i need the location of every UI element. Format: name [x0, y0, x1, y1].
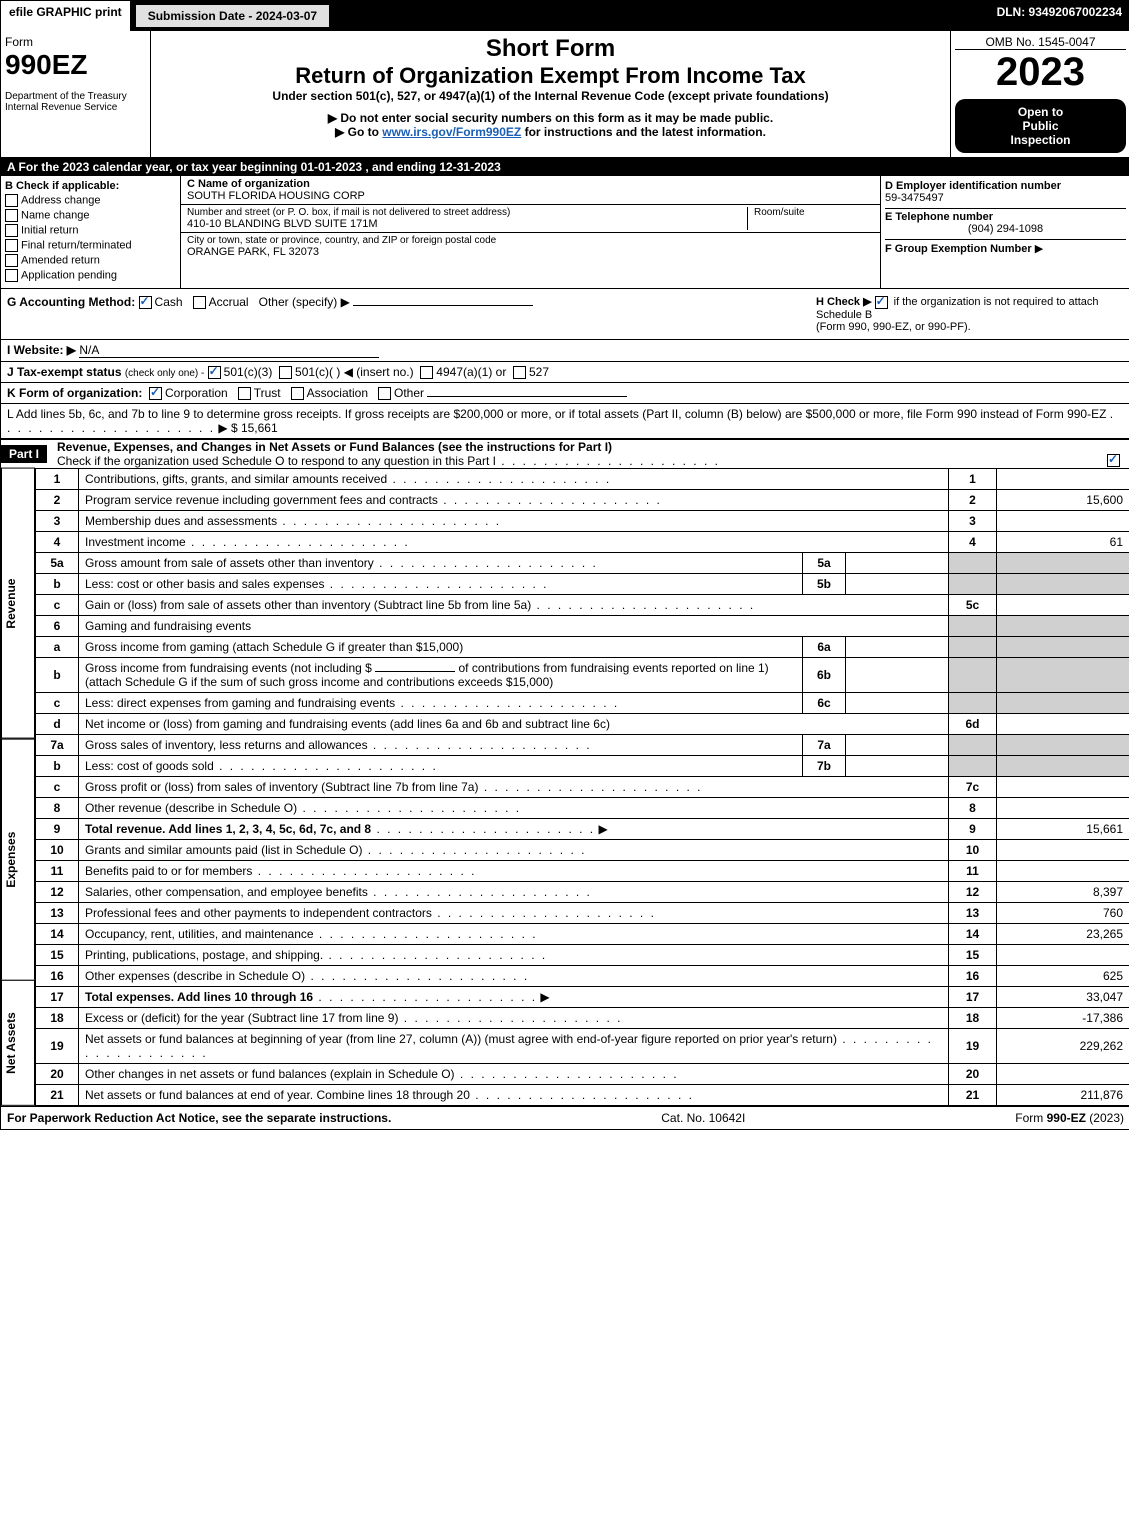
check-address-change[interactable]: Address change [5, 194, 176, 207]
header-center: Short Form Return of Organization Exempt… [151, 31, 950, 157]
subtitle: Under section 501(c), 527, or 4947(a)(1)… [155, 89, 946, 103]
check-trust[interactable] [238, 387, 251, 400]
section-k: K Form of organization: Corporation Trus… [1, 383, 1129, 404]
part-i-label: Part I [1, 445, 47, 463]
check-cash[interactable] [139, 296, 152, 309]
tax-year: 2023 [955, 50, 1126, 95]
form-990ez-page: efile GRAPHIC print Submission Date - 20… [0, 0, 1129, 1130]
submission-date: Submission Date - 2024-03-07 [134, 3, 331, 29]
omb-number: OMB No. 1545-0047 [955, 35, 1126, 50]
footer-right: Form 990-EZ (2023) [1015, 1111, 1124, 1125]
efile-print-label[interactable]: efile GRAPHIC print [1, 1, 132, 31]
form-number: 990EZ [5, 49, 146, 81]
c-addr-label: Number and street (or P. O. box, if mail… [187, 207, 747, 218]
return-title: Return of Organization Exempt From Incom… [155, 63, 946, 89]
check-corporation[interactable] [149, 387, 162, 400]
section-a: A For the 2023 calendar year, or tax yea… [1, 158, 1129, 176]
check-final-return[interactable]: Final return/terminated [5, 239, 176, 252]
footer-left: For Paperwork Reduction Act Notice, see … [7, 1111, 391, 1125]
check-527[interactable] [513, 366, 526, 379]
check-sched-b[interactable] [875, 296, 888, 309]
ein-label: D Employer identification number [885, 180, 1126, 192]
form-word: Form [5, 35, 146, 49]
amt-21: 211,876 [997, 1085, 1129, 1106]
header-left: Form 990EZ Department of the Treasury In… [1, 31, 151, 157]
expenses-label: Expenses [1, 739, 35, 981]
section-c: C Name of organization SOUTH FLORIDA HOU… [181, 176, 880, 288]
gross-receipts: $ 15,661 [231, 421, 278, 435]
section-b: B Check if applicable: Address change Na… [1, 176, 181, 288]
section-j: J Tax-exempt status (check only one) - 5… [1, 362, 1129, 383]
part-i-header-row: Part I Revenue, Expenses, and Changes in… [1, 439, 1129, 468]
check-accrual[interactable] [193, 296, 206, 309]
amt-19: 229,262 [997, 1029, 1129, 1064]
check-501c3[interactable] [208, 366, 221, 379]
amt-18: -17,386 [997, 1008, 1129, 1029]
check-name-change[interactable]: Name change [5, 209, 176, 222]
ein-value: 59-3475497 [885, 192, 1126, 204]
section-g: G Accounting Method: Cash Accrual Other … [1, 289, 810, 339]
netassets-label: Net Assets [1, 980, 35, 1106]
check-amended-return[interactable]: Amended return [5, 254, 176, 267]
amt-12: 8,397 [997, 882, 1129, 903]
part-i-heading: Revenue, Expenses, and Changes in Net As… [57, 440, 612, 454]
part-i-check-text: Check if the organization used Schedule … [57, 454, 496, 468]
tel-label: E Telephone number [885, 208, 1126, 223]
amt-2: 15,600 [997, 490, 1129, 511]
check-initial-return[interactable]: Initial return [5, 224, 176, 237]
amt-13: 760 [997, 903, 1129, 924]
amt-4: 61 [997, 532, 1129, 553]
dept1: Department of the Treasury [5, 91, 146, 102]
c-name-label: C Name of organization [187, 178, 874, 190]
footer-center: Cat. No. 10642I [661, 1111, 745, 1125]
b-header: B Check if applicable: [5, 180, 176, 192]
amt-14: 23,265 [997, 924, 1129, 945]
page-footer: For Paperwork Reduction Act Notice, see … [1, 1106, 1129, 1129]
section-i: I Website: ▶ N/A [1, 340, 1129, 362]
check-501c[interactable] [279, 366, 292, 379]
check-association[interactable] [291, 387, 304, 400]
website-value: N/A [79, 343, 379, 358]
org-name: SOUTH FLORIDA HOUSING CORP [187, 190, 874, 202]
check-schedule-o[interactable] [1107, 454, 1120, 467]
part-i-body: Revenue Expenses Net Assets 1Contributio… [1, 468, 1129, 1106]
grp-label: F Group Exemption Number [885, 243, 1032, 255]
lines-table: 1Contributions, gifts, grants, and simil… [35, 468, 1129, 1106]
tel-value: (904) 294-1098 [885, 223, 1126, 235]
sections-bcdef: B Check if applicable: Address change Na… [1, 176, 1129, 289]
section-def: D Employer identification number 59-3475… [880, 176, 1129, 288]
amt-16: 625 [997, 966, 1129, 987]
top-bar: efile GRAPHIC print Submission Date - 20… [1, 1, 1129, 31]
short-form-title: Short Form [155, 35, 946, 63]
c-city-label: City or town, state or province, country… [187, 235, 874, 246]
header-right: OMB No. 1545-0047 2023 Open to Public In… [950, 31, 1129, 157]
warn2: Go to www.irs.gov/Form990EZ for instruct… [348, 125, 766, 139]
irs-link[interactable]: www.irs.gov/Form990EZ [382, 125, 521, 139]
form-header: Form 990EZ Department of the Treasury In… [1, 31, 1129, 158]
check-application-pending[interactable]: Application pending [5, 269, 176, 282]
amt-17: 33,047 [997, 987, 1129, 1008]
check-4947[interactable] [420, 366, 433, 379]
section-h: H Check ▶ if the organization is not req… [810, 289, 1129, 339]
revenue-label: Revenue [1, 468, 35, 739]
dln: DLN: 93492067002234 [989, 1, 1129, 31]
warn1: Do not enter social security numbers on … [340, 111, 773, 125]
room-label: Room/suite [754, 207, 874, 218]
amt-9: 15,661 [997, 819, 1129, 840]
open-to-public-badge: Open to Public Inspection [955, 99, 1126, 153]
dept2: Internal Revenue Service [5, 102, 146, 113]
org-address: 410-10 BLANDING BLVD SUITE 171M [187, 218, 747, 230]
check-other-org[interactable] [378, 387, 391, 400]
section-l: L Add lines 5b, 6c, and 7b to line 9 to … [1, 404, 1129, 439]
org-city: ORANGE PARK, FL 32073 [187, 246, 874, 258]
